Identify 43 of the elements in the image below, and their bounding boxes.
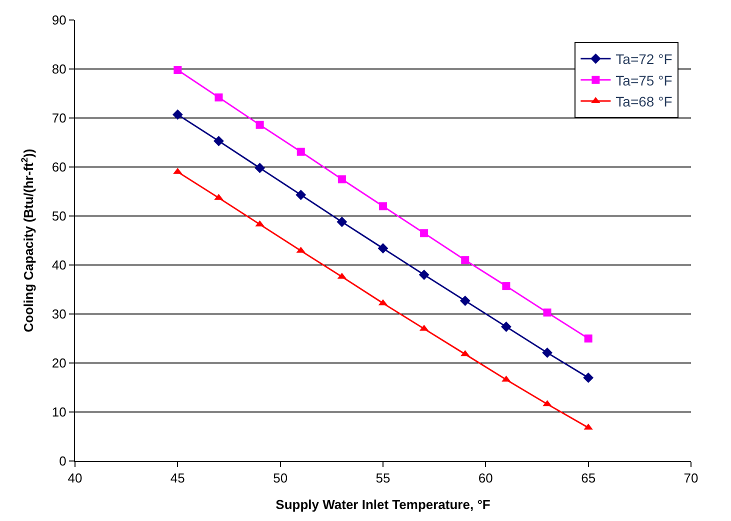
y-tick-label: 0 [59, 454, 66, 469]
point [418, 270, 430, 280]
point [254, 162, 265, 174]
point [214, 93, 223, 102]
x-tick-label: 70 [684, 470, 698, 486]
point [583, 372, 594, 383]
point [420, 229, 428, 238]
x-tick-label: 60 [478, 470, 493, 486]
point [296, 148, 305, 156]
point [543, 308, 552, 317]
point [379, 202, 387, 210]
point [336, 216, 348, 228]
point [501, 322, 512, 332]
y-tick-label: 80 [52, 62, 66, 77]
legend-label: Ta=75 °F [616, 72, 672, 88]
point [256, 120, 264, 129]
x-tick-label: 50 [273, 470, 288, 486]
point [172, 109, 183, 120]
point [214, 136, 224, 146]
point [460, 296, 470, 306]
y-tick-label: 50 [52, 208, 66, 224]
y-tick-label: 90 [52, 12, 66, 28]
point [542, 348, 552, 358]
legend-label: Ta=68 °F [616, 94, 672, 110]
y-tick-label: 70 [52, 110, 66, 126]
y-tick-label: 60 [52, 160, 66, 175]
point [502, 282, 510, 290]
point [461, 256, 470, 264]
point [338, 175, 346, 184]
point [378, 243, 388, 254]
x-tick-label: 40 [68, 470, 82, 486]
y-tick-label: 30 [52, 306, 66, 322]
y-tick-label: 20 [52, 356, 66, 371]
x-tick-label: 65 [581, 470, 596, 486]
point [296, 190, 306, 200]
x-axis-title: Supply Water Inlet Temperature, °F [276, 497, 490, 512]
x-tick-label: 45 [170, 470, 185, 486]
y-tick-label: 10 [52, 404, 66, 420]
point [584, 334, 592, 342]
x-tick-label: 55 [376, 470, 390, 486]
y-tick-label: 40 [52, 258, 66, 273]
legend-label: Ta=72 °F [616, 51, 672, 68]
point [174, 66, 182, 74]
